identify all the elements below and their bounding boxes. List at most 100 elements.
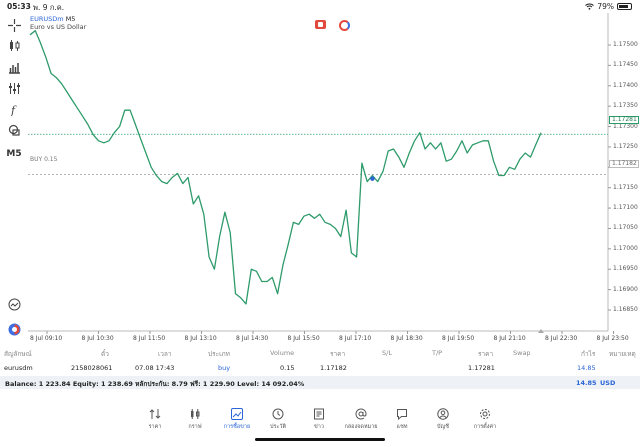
zoom-icon[interactable] (6, 296, 22, 312)
nav-news[interactable]: ข่าว (300, 408, 338, 431)
row-symbol: eurusdm (4, 364, 33, 372)
nav-label: ข่าว (314, 424, 324, 430)
home-indicator (255, 438, 385, 441)
nav-chart[interactable]: กราฟ (176, 408, 214, 431)
nav-trade[interactable]: การซื้อขาย (218, 408, 256, 431)
buy-price-tag: 1.17182 (609, 160, 639, 168)
chart-title: EURUSDm M5 (30, 15, 75, 23)
balance-text: Balance: 1 223.84 Equity: 1 238.69 หลักป… (5, 380, 305, 388)
nav-label: บัญชี (437, 424, 449, 430)
row-volume: 0.15 (280, 364, 295, 372)
nav-mailbox[interactable]: กล่องจดหมาย (342, 408, 380, 431)
indicators-icon[interactable] (6, 80, 22, 96)
x-tick-label: 8 Jul 18:30 (390, 335, 423, 342)
col-volume: Volume (270, 349, 295, 357)
battery-fill (619, 5, 628, 8)
nav-history[interactable]: ประวัติ (259, 408, 297, 431)
x-tick-label: 8 Jul 13:10 (184, 335, 217, 342)
app-logo-icon[interactable] (6, 321, 22, 337)
one-click-trading-icon[interactable] (315, 20, 326, 29)
nav-label: ประวัติ (269, 424, 287, 430)
settings-icon (480, 409, 490, 419)
chart-icon (191, 409, 200, 419)
row-time: 07.08 17:43 (135, 364, 175, 372)
nav-label: แชท (396, 424, 408, 430)
timeframe-button[interactable]: M5 (6, 149, 22, 159)
status-date: พ. 9 ก.ค. (33, 3, 65, 12)
price-chart[interactable] (0, 0, 640, 345)
buy-entry-marker (370, 176, 375, 181)
y-tick-label: 1.16850 (613, 306, 638, 313)
row-profit: 14.85 (577, 364, 596, 372)
x-tick-label: 8 Jul 17:10 (339, 335, 372, 342)
crosshair-icon[interactable] (6, 17, 22, 33)
row-ticket: 2158028061 (71, 364, 113, 372)
x-tick-label: 8 Jul 15:50 (287, 335, 320, 342)
chart-subtitle: Euro vs US Dollar (30, 23, 87, 31)
nav-label: การตั้งค่า (473, 424, 497, 430)
battery-icon (617, 3, 632, 10)
y-tick-label: 1.17000 (613, 244, 638, 252)
col-comment: หมายเหตุ (609, 350, 636, 358)
col-open-price: ราคา (330, 350, 346, 358)
nav-label: การซื้อขาย (223, 424, 251, 430)
nav-accounts[interactable]: บัญชี (424, 408, 462, 431)
candles-icon[interactable] (6, 37, 22, 53)
trade-icon (231, 408, 243, 420)
chart-shift-marker (538, 329, 544, 333)
x-tick-label: 8 Jul 19:50 (442, 335, 475, 342)
col-type: ประเภท (208, 350, 230, 358)
chart-toolbar: f M5 (0, 13, 28, 338)
news-icon (314, 408, 324, 420)
chart-timeframe: M5 (65, 15, 76, 23)
col-profit: กำไร (581, 350, 596, 358)
objects-icon[interactable] (6, 122, 22, 138)
y-tick-label: 1.16950 (613, 265, 638, 273)
nav-label: กราฟ (188, 424, 202, 430)
wifi-icon (585, 3, 595, 10)
bars-icon[interactable] (6, 59, 22, 75)
function-icon[interactable]: f (6, 101, 22, 117)
chart-symbol[interactable]: EURUSDm (30, 15, 64, 23)
currency-label: USD (600, 379, 616, 387)
y-tick-label: 1.17450 (613, 61, 638, 69)
col-ticket: ตั๋ว (101, 350, 109, 358)
col-time: เวลา (158, 350, 172, 358)
y-tick-label: 1.17050 (613, 224, 638, 232)
col-swap: Swap (513, 349, 531, 357)
status-time: 05:33 (7, 2, 31, 11)
x-tick-label: 8 Jul 21:10 (493, 335, 526, 342)
nav-chat[interactable]: แชท (383, 408, 421, 431)
row-current-price: 1.17281 (468, 364, 495, 372)
nav-quotes[interactable]: ราคา (136, 408, 174, 431)
y-tick-label: 1.17250 (613, 142, 638, 150)
quotes-icon (149, 409, 161, 419)
nav-settings[interactable]: การตั้งค่า (466, 408, 504, 431)
x-tick-label: 8 Jul 22:30 (545, 335, 578, 342)
y-tick-label: 1.17100 (613, 204, 638, 212)
accounts-icon (437, 408, 449, 420)
nav-label: ราคา (148, 424, 162, 430)
y-tick-label: 1.17150 (613, 183, 638, 191)
positions-table-header: สัญลักษณ์ ตั๋ว เวลา ประเภท Volume ราคา S… (0, 347, 640, 359)
chat-icon (397, 409, 407, 420)
total-profit: 14.85 (576, 379, 597, 387)
price-series-line (29, 30, 542, 305)
x-tick-label: 8 Jul 23:50 (596, 335, 629, 342)
x-tick-label: 8 Jul 09:10 (30, 335, 63, 342)
current-price-tag: 1.17281 (609, 116, 639, 124)
y-tick-label: 1.17400 (613, 81, 638, 89)
position-row[interactable]: eurusdm 2158028061 07.08 17:43 buy 0.15 … (0, 362, 640, 374)
y-tick-label: 1.16900 (613, 285, 638, 293)
status-right: 79% (585, 2, 632, 11)
y-tick-label: 1.17500 (613, 41, 638, 48)
balance-bar: Balance: 1 223.84 Equity: 1 238.69 หลักป… (0, 376, 640, 389)
row-type: buy (218, 364, 231, 372)
battery-percent: 79% (597, 2, 614, 11)
status-bar: 05:33 พ. 9 ก.ค. 79% (0, 0, 640, 13)
market-sentiment-icon[interactable] (339, 20, 350, 31)
mailbox-icon (355, 408, 367, 420)
y-tick-label: 1.17350 (613, 102, 638, 110)
history-icon (272, 408, 284, 420)
